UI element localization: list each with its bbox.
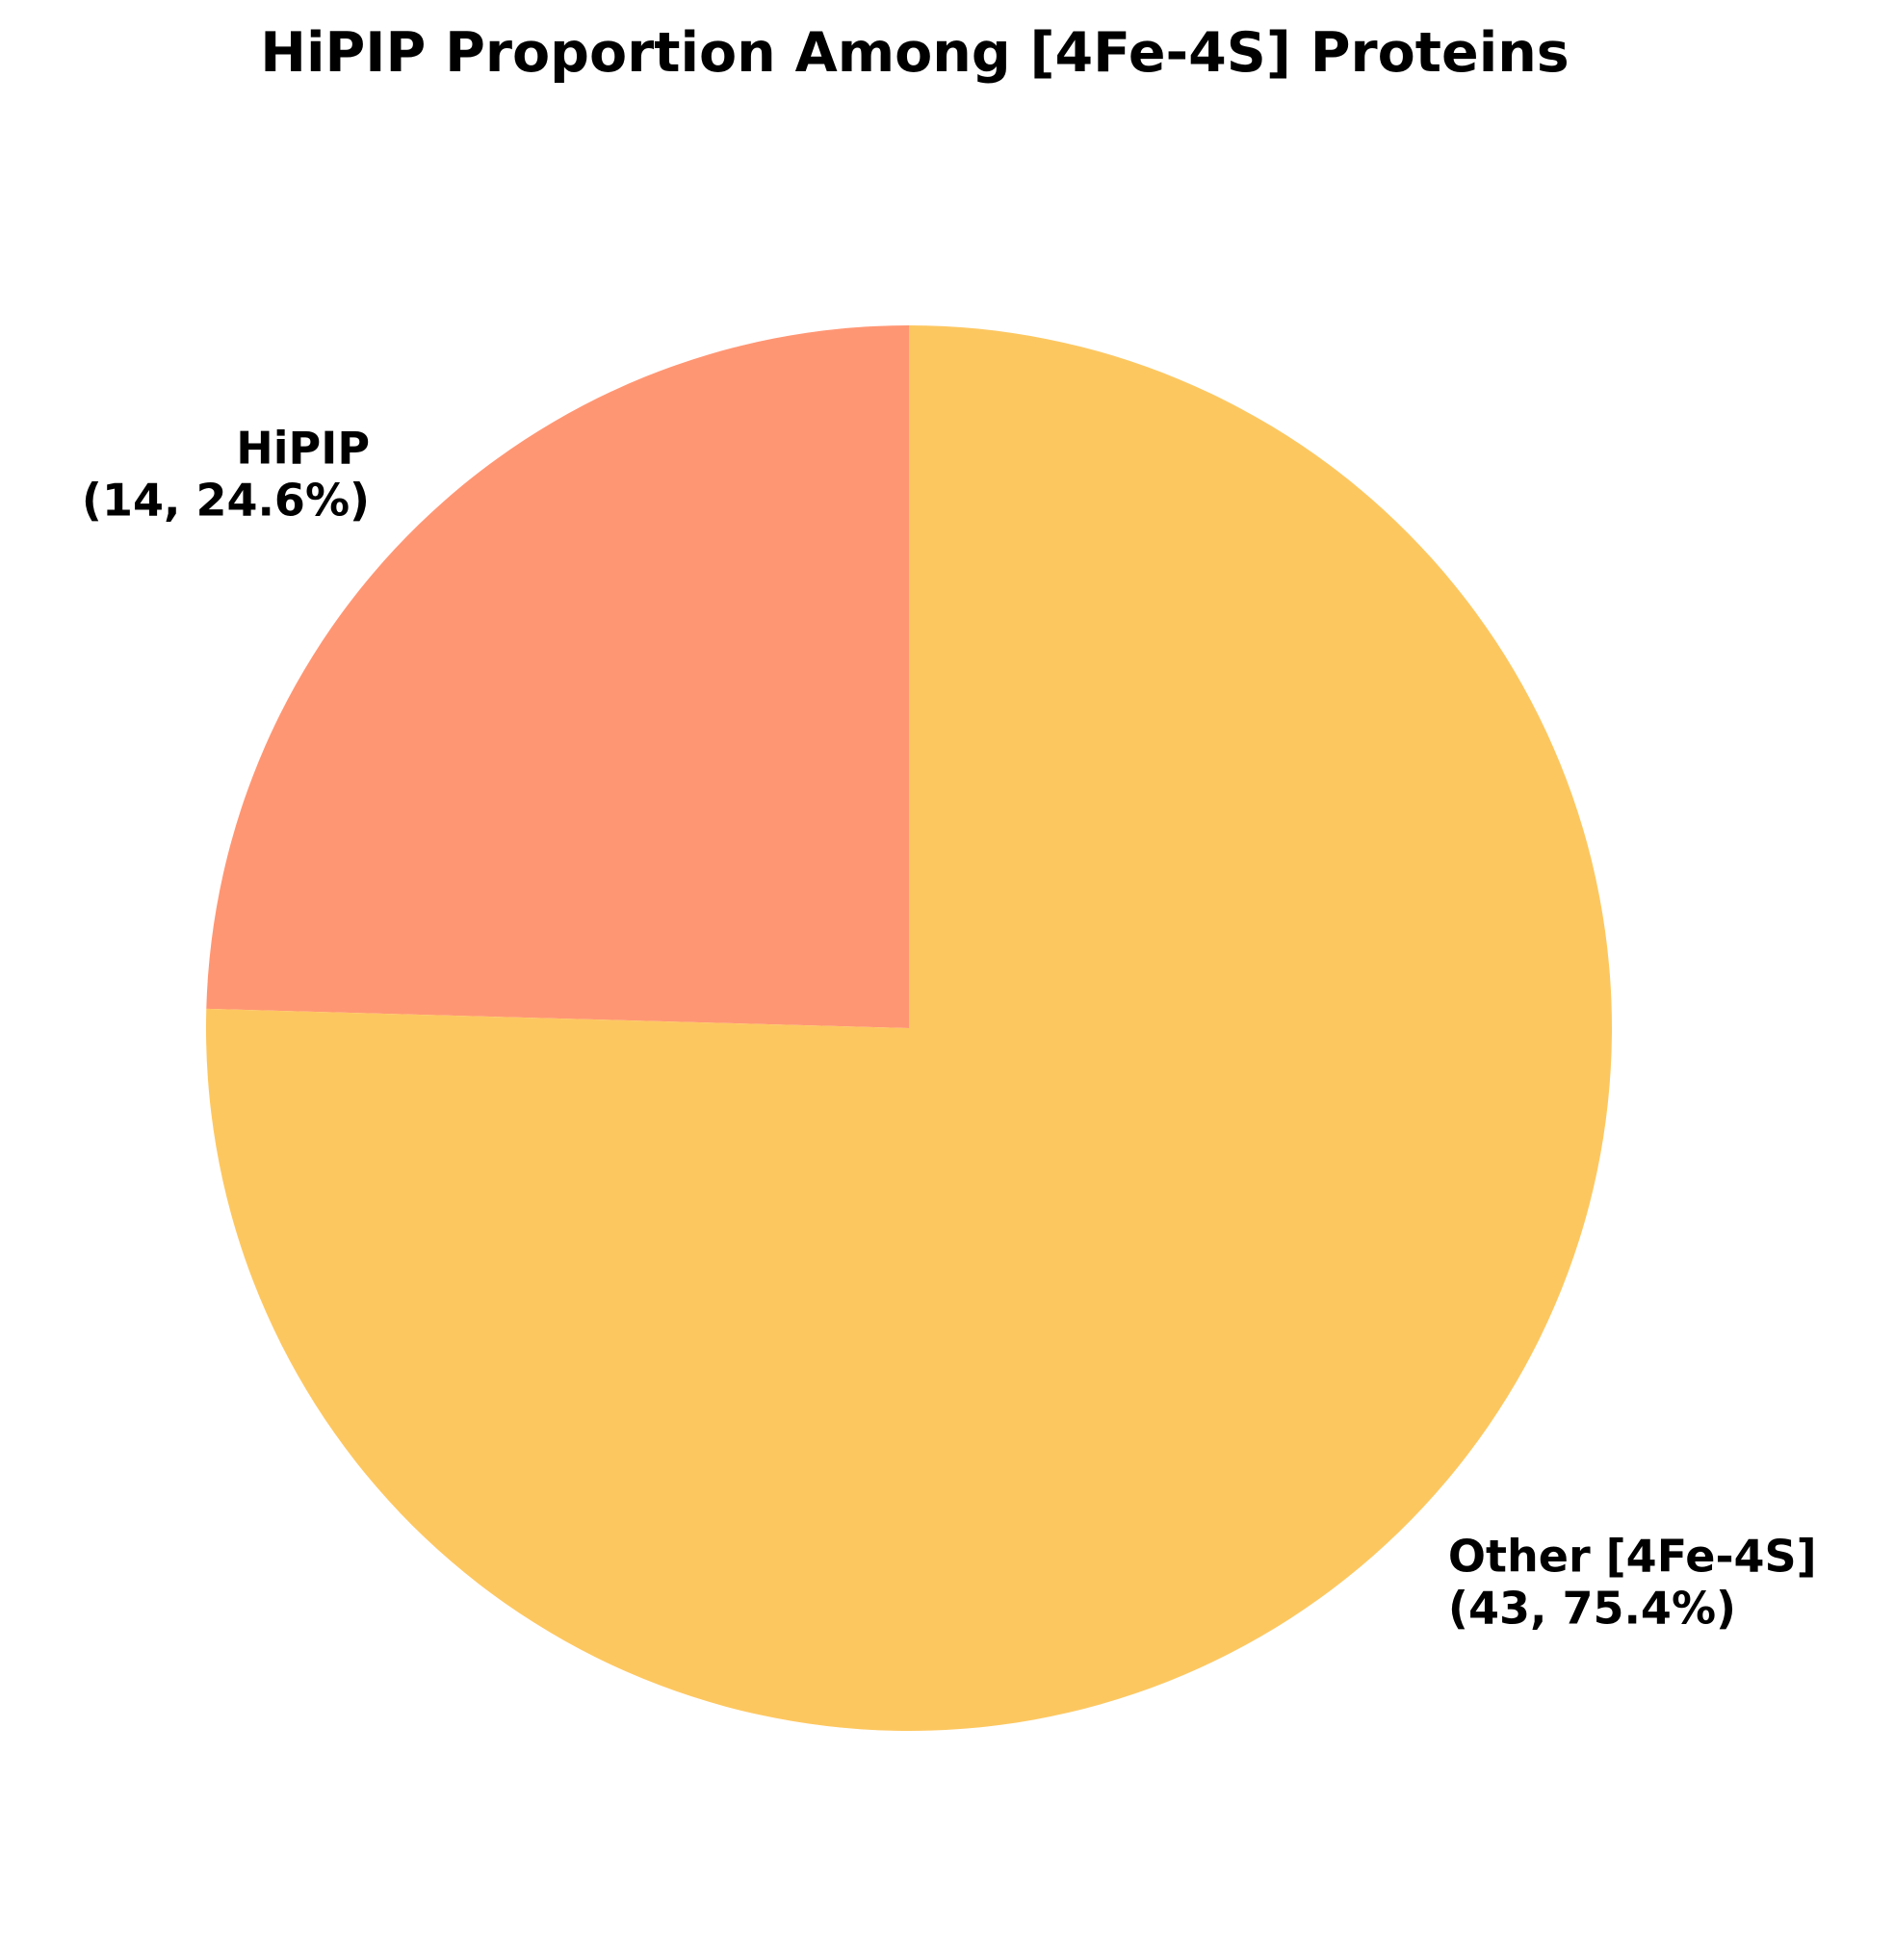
chart-title: HiPIP Proportion Among [4Fe-4S] Proteins [260, 21, 1570, 85]
slice-label-value: (14, 24.6%) [82, 474, 370, 526]
slice-label-name: Other [4Fe-4S] [1448, 1531, 1817, 1583]
pie-slices [206, 325, 1613, 1732]
pie-slice-hipip [206, 325, 910, 1028]
slice-label-value: (43, 75.4%) [1448, 1583, 1736, 1635]
slice-label-name: HiPIP [236, 422, 370, 474]
pie-slice-other-4fe-4s [206, 325, 1613, 1732]
slice-label-1: Other [4Fe-4S] (43, 75.4%) [1448, 1531, 1817, 1635]
slice-label-0: HiPIP (14, 24.6%) [82, 422, 370, 526]
pie-labels: HiPIP (14, 24.6%) Other [4Fe-4S] (43, 75.4%… [82, 422, 1817, 1634]
